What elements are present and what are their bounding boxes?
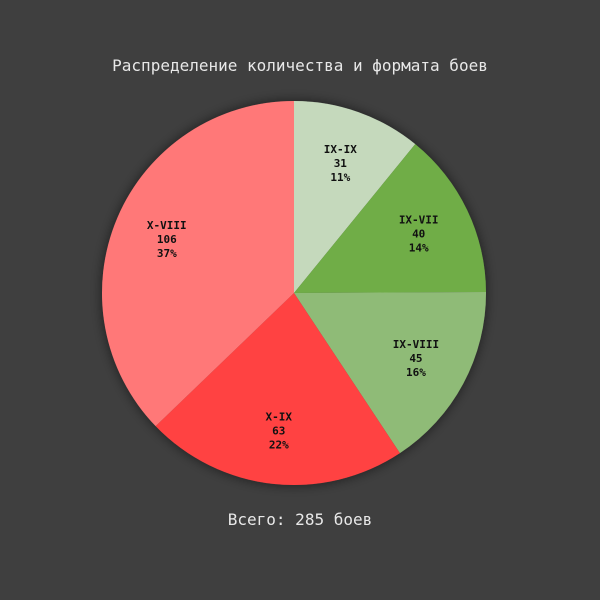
slice-label-x-ix: X-IX 63 22% (266, 410, 293, 451)
slice-label: X-IX (266, 410, 293, 423)
slice-value: 40 (412, 227, 425, 240)
slice-value: 31 (334, 157, 348, 170)
slice-label-ix-viii: IX-VIII 45 16% (393, 338, 439, 379)
slice-value: 45 (409, 352, 422, 365)
slice-value: 63 (272, 424, 285, 437)
slice-percent: 16% (406, 366, 426, 379)
slice-label-x-viii: X-VIII 106 37% (147, 219, 187, 260)
pie-slice-ix-vii (294, 144, 486, 293)
slice-label: X-VIII (147, 219, 187, 232)
slice-percent: 37% (157, 247, 177, 260)
slice-label-ix-ix: IX-IX 31 11% (324, 143, 357, 184)
chart-title: Распределение количества и формата боев (112, 56, 488, 75)
slice-label: IX-VIII (393, 338, 439, 351)
slice-percent: 14% (409, 241, 429, 254)
slice-percent: 11% (330, 171, 350, 184)
slice-label: IX-VII (399, 213, 439, 226)
pie-slice-ix-ix (294, 101, 416, 293)
slice-percent: 22% (269, 438, 289, 451)
pie-slice-x-viii (101, 101, 295, 427)
pie-slice-x-ix (155, 293, 400, 485)
slice-value: 106 (157, 233, 177, 246)
slice-label-ix-vii: IX-VII 40 14% (399, 213, 439, 254)
chart-total: Всего: 285 боев (227, 510, 373, 529)
pie-slice-ix-viii (294, 291, 486, 454)
pie-labels: IX-IX 31 11% IX-VII 40 14% IX-VIII 45 16% X-IX 63 2… (147, 143, 439, 452)
slice-label: IX-IX (324, 143, 357, 156)
pie-slices (101, 101, 486, 485)
